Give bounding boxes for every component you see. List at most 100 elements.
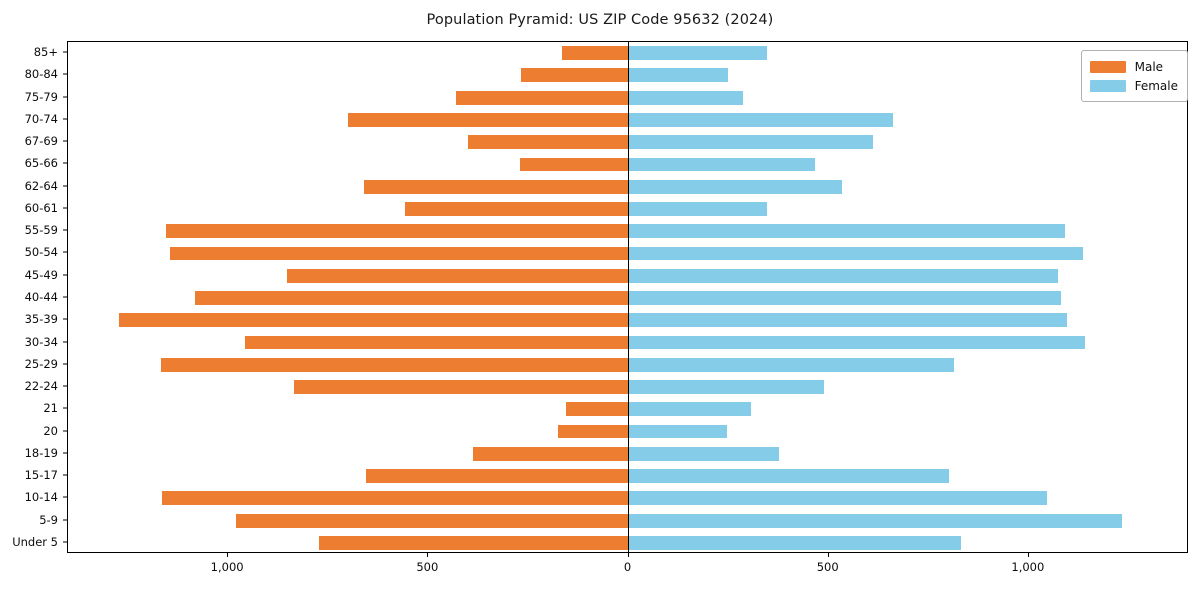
y-tick-label: 50-54: [24, 245, 58, 260]
x-tick-label: 500: [416, 560, 439, 574]
bar-row: [68, 135, 1187, 150]
bar-male: [348, 113, 629, 127]
bar-male: [468, 135, 629, 150]
y-tick-mark: [63, 118, 67, 120]
bar-male: [366, 469, 629, 483]
x-tick-mark: [1027, 553, 1029, 557]
bar-row: [68, 68, 1187, 83]
bar-female: [628, 202, 767, 216]
x-tick-mark: [227, 553, 229, 557]
y-tick-label: 40-44: [24, 290, 58, 304]
bar-male: [118, 313, 629, 328]
y-tick-label: Under 5: [12, 534, 58, 549]
y-tick-label: 65-66: [24, 156, 58, 171]
legend-item[interactable]: Male: [1089, 57, 1178, 76]
y-tick-label: 35-39: [24, 312, 58, 327]
bar-female: [628, 46, 767, 61]
y-tick-label: 70-74: [24, 111, 58, 126]
y-tick-mark: [63, 341, 67, 343]
bar-female: [628, 135, 873, 150]
bar-male: [520, 157, 629, 172]
bar-female: [628, 157, 815, 172]
bar-row: [68, 113, 1187, 127]
y-tick-label: 45-49: [24, 267, 58, 282]
bar-row: [68, 380, 1187, 394]
y-tick-mark: [63, 185, 67, 187]
y-tick-mark: [63, 385, 67, 387]
bar-male: [286, 268, 629, 283]
y-tick-label: 25-29: [24, 356, 58, 371]
bar-male: [456, 90, 629, 105]
bar-row: [68, 513, 1187, 528]
bar-female: [628, 68, 729, 83]
y-tick-label: 20: [43, 423, 58, 438]
bar-row: [68, 469, 1187, 483]
x-tick-mark: [627, 553, 629, 557]
bar-row: [68, 335, 1187, 350]
bar-male: [294, 380, 629, 394]
bar-row: [68, 224, 1187, 239]
y-tick-label: 18-19: [24, 445, 58, 460]
bar-male: [566, 402, 629, 417]
legend-swatch-icon: [1089, 79, 1126, 92]
bar-female: [628, 246, 1083, 261]
y-tick-label: 80-84: [24, 67, 58, 82]
bar-male: [405, 202, 629, 216]
bar-row: [68, 90, 1187, 105]
legend-item[interactable]: Female: [1089, 76, 1178, 95]
legend-swatch-icon: [1089, 60, 1126, 73]
bars-layer: [68, 42, 1187, 552]
y-tick-mark: [63, 51, 67, 53]
bar-row: [68, 313, 1187, 328]
bar-male: [244, 335, 629, 350]
zero-axis-line: [627, 42, 630, 552]
bar-male: [166, 224, 629, 239]
bar-row: [68, 446, 1187, 461]
bar-male: [318, 535, 629, 550]
y-tick-label: 67-69: [24, 134, 58, 149]
plot-area: [67, 41, 1188, 553]
y-tick-label: 85+: [33, 45, 58, 60]
x-tick-label: 1,000: [210, 560, 244, 574]
bar-male: [161, 357, 629, 372]
bar-male: [170, 246, 629, 261]
y-tick-mark: [63, 496, 67, 498]
y-tick-mark: [63, 207, 67, 209]
y-tick-label: 10-14: [24, 490, 58, 505]
y-tick-label: 15-17: [24, 468, 58, 483]
bar-row: [68, 291, 1187, 305]
y-tick-mark: [63, 251, 67, 253]
bar-male: [558, 424, 629, 439]
y-tick-mark: [63, 229, 67, 231]
y-tick-label: 75-79: [24, 89, 58, 104]
x-tick-mark: [827, 553, 829, 557]
bar-female: [628, 357, 954, 372]
y-tick-mark: [63, 73, 67, 75]
y-tick-label: 62-64: [24, 178, 58, 193]
bar-row: [68, 157, 1187, 172]
bar-male: [162, 491, 629, 506]
bar-row: [68, 535, 1187, 550]
bar-female: [628, 291, 1061, 305]
y-tick-mark: [63, 274, 67, 276]
y-tick-label: 22-24: [24, 379, 58, 394]
y-tick-label: 55-59: [24, 223, 58, 238]
bar-row: [68, 246, 1187, 261]
bar-female: [628, 179, 842, 194]
bar-male: [472, 446, 629, 461]
bar-female: [628, 113, 893, 127]
y-tick-label: 30-34: [24, 334, 58, 349]
bar-female: [628, 491, 1047, 506]
bar-female: [628, 535, 961, 550]
bar-male: [236, 513, 629, 528]
y-tick-mark: [63, 363, 67, 365]
y-tick-label: 5-9: [39, 512, 58, 527]
bar-female: [628, 90, 744, 105]
bar-female: [628, 446, 779, 461]
y-tick-label: 21: [43, 401, 58, 416]
bar-row: [68, 357, 1187, 372]
y-tick-mark: [63, 407, 67, 409]
bar-row: [68, 268, 1187, 283]
x-tick-label: 500: [816, 560, 839, 574]
bar-row: [68, 202, 1187, 216]
